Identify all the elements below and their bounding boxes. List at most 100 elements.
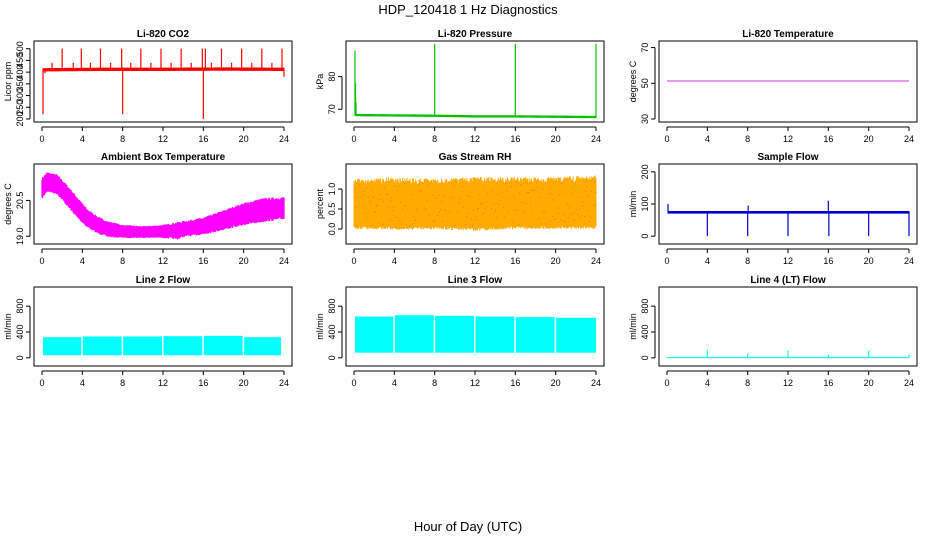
- x-tick-label: 4: [705, 256, 710, 266]
- series-1-texture: [353, 177, 597, 231]
- y-tick-label: 20.5: [15, 192, 25, 210]
- panel-9: Line 4 (LT) Flow ml/min 0 4 8 12 16 20 24 0 400 800: [628, 275, 918, 388]
- x-tick-label: 12: [158, 134, 168, 144]
- x-tick-label: 8: [432, 134, 437, 144]
- x-tick-label: 12: [158, 378, 168, 388]
- plot-frame: [33, 286, 293, 367]
- series-1-segment: [163, 336, 203, 356]
- x-tick-label: 16: [510, 256, 520, 266]
- series-1-band: [354, 113, 597, 119]
- plot-frame: [658, 40, 918, 123]
- x-tick-label: 20: [864, 256, 874, 266]
- series-1-segment: [82, 336, 122, 356]
- x-tick-label: 16: [198, 134, 208, 144]
- x-tick-label: 12: [783, 256, 793, 266]
- series-1-segment: [515, 317, 555, 353]
- data-layer: [43, 335, 281, 356]
- x-tick-label: 0: [664, 256, 669, 266]
- x-tick-label: 24: [279, 256, 289, 266]
- y-tick-label: 300: [15, 88, 25, 103]
- x-tick-label: 0: [664, 378, 669, 388]
- plot-frame: [33, 40, 293, 123]
- data-layer: [355, 315, 596, 353]
- x-tick-label: 0: [351, 134, 356, 144]
- panel-title: Line 2 Flow: [136, 275, 191, 286]
- y-tick-label: 70: [327, 104, 337, 114]
- panel-4: Ambient Box Temperature degrees C 0 4 8 12 16 2…: [3, 152, 293, 266]
- x-tick-label: 20: [551, 378, 561, 388]
- panel-title: Li-820 Temperature: [742, 29, 834, 40]
- x-tick-label: 8: [745, 256, 750, 266]
- y-tick-label: 400: [640, 324, 650, 339]
- plot-frame: [658, 163, 918, 245]
- x-tick-label: 12: [783, 378, 793, 388]
- x-tick-label: 20: [239, 134, 249, 144]
- panel-7: Line 2 Flow ml/min 0 4 8 12 16 20 24 0 400 800: [3, 275, 293, 388]
- y-tick-label: 80: [327, 72, 337, 82]
- series-1-band: [41, 172, 285, 240]
- plot-frame: [33, 163, 293, 245]
- x-tick-label: 16: [198, 378, 208, 388]
- data-layer: [667, 200, 910, 237]
- x-tick-label: 8: [432, 378, 437, 388]
- panel-ylabel: percent: [315, 188, 325, 219]
- series-1-segment: [394, 315, 434, 353]
- x-tick-label: 20: [239, 256, 249, 266]
- x-tick-label: 24: [904, 134, 914, 144]
- series-1-segment: [43, 337, 82, 356]
- panel-3: Li-820 Temperature degrees C 0 4 8 12 16 20 24 30…: [628, 29, 918, 144]
- x-tick-label: 8: [745, 378, 750, 388]
- x-tick-label: 0: [351, 256, 356, 266]
- x-tick-label: 24: [591, 134, 601, 144]
- x-tick-label: 8: [745, 134, 750, 144]
- x-tick-label: 16: [198, 256, 208, 266]
- x-tick-label: 20: [864, 134, 874, 144]
- y-tick-label: 1.0: [327, 183, 337, 196]
- panel-title: Gas Stream RH: [439, 152, 512, 163]
- y-tick-label: 0: [640, 234, 650, 239]
- x-tick-label: 12: [783, 134, 793, 144]
- panel-title: Line 4 (LT) Flow: [750, 275, 826, 286]
- plot-frame: [345, 40, 605, 123]
- x-tick-label: 24: [591, 256, 601, 266]
- series-1-band: [42, 67, 285, 72]
- panel-ylabel: ml/min: [628, 191, 638, 218]
- x-tick-label: 4: [705, 134, 710, 144]
- plot-frame: [345, 163, 605, 245]
- x-tick-label: 0: [39, 378, 44, 388]
- series-1-segment: [355, 316, 394, 353]
- y-tick-label: 350: [15, 76, 25, 91]
- panel-title: Li-820 Pressure: [438, 29, 513, 40]
- panel-title: Sample Flow: [757, 152, 818, 163]
- series-1-segment: [203, 335, 243, 356]
- y-tick-label: 450: [15, 53, 25, 68]
- panel-ylabel: kPa: [315, 74, 325, 90]
- panel-title: Ambient Box Temperature: [101, 152, 226, 163]
- x-tick-label: 4: [392, 378, 397, 388]
- series-1-segment: [475, 316, 515, 353]
- panel-ylabel: Licor ppm: [3, 62, 13, 102]
- x-tick-label: 24: [279, 378, 289, 388]
- x-tick-label: 20: [239, 378, 249, 388]
- data-layer: [41, 172, 285, 240]
- panel-ylabel: degrees C: [628, 60, 638, 102]
- x-tick-label: 0: [351, 378, 356, 388]
- y-tick-label: 200: [15, 111, 25, 126]
- x-tick-label: 12: [470, 134, 480, 144]
- x-tick-label: 0: [39, 134, 44, 144]
- plot-frame: [345, 286, 605, 367]
- x-tick-label: 20: [551, 256, 561, 266]
- x-tick-label: 16: [510, 378, 520, 388]
- x-tick-label: 4: [80, 134, 85, 144]
- x-tick-label: 16: [510, 134, 520, 144]
- plot-frame: [658, 286, 918, 367]
- y-tick-label: 500: [15, 41, 25, 56]
- x-tick-label: 24: [279, 134, 289, 144]
- panel-5: Gas Stream RH percent 0 4 8 12 16 20 24 0.0 0.5 1.0: [315, 152, 605, 266]
- y-tick-label: 30: [640, 114, 650, 124]
- x-tick-label: 8: [120, 134, 125, 144]
- data-layer: [42, 48, 285, 119]
- panel-ylabel: degrees C: [3, 183, 13, 225]
- y-tick-label: 100: [640, 196, 650, 211]
